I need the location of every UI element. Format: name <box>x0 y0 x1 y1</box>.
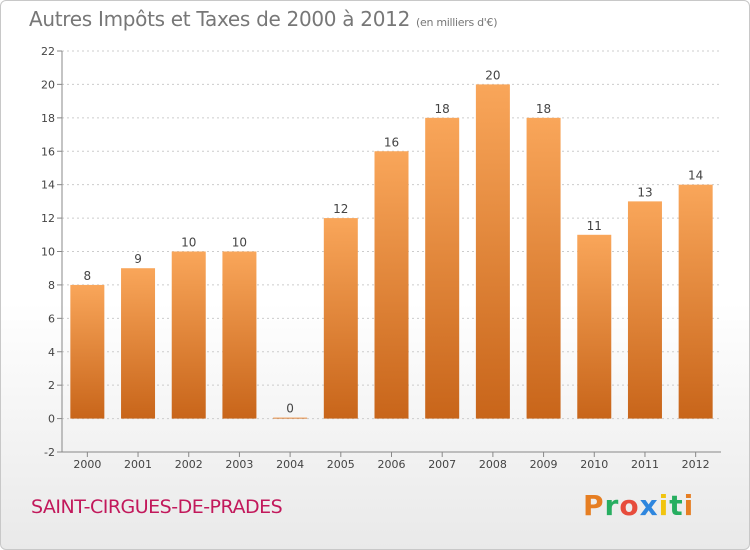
data-label-2008: 20 <box>485 68 500 82</box>
x-tick-label-2009: 2009 <box>530 458 558 471</box>
y-tick-label: 22 <box>41 45 55 58</box>
data-label-2009: 18 <box>536 102 551 116</box>
logo-letter: i <box>683 489 695 522</box>
y-tick-label: -2 <box>44 446 55 459</box>
data-label-2006: 16 <box>384 135 399 149</box>
labels: -2 0 2 4 6 8 10 12 14 16 18 20 22 8 2000 9 2001 10 2002 10 2… <box>41 45 710 471</box>
x-tick-label-2000: 2000 <box>73 458 101 471</box>
bar-2005 <box>323 218 358 419</box>
logo-letter: x <box>639 489 659 522</box>
chart-title: Autres Impôts et Taxes de 2000 à 2012 (en… <box>29 7 497 31</box>
bar-2008 <box>475 84 510 419</box>
chart-title-text: Autres Impôts et Taxes de 2000 à 2012 <box>29 7 410 31</box>
y-tick-label: 16 <box>41 145 55 158</box>
data-label-2005: 12 <box>333 202 348 216</box>
logo-letter: i <box>658 489 670 522</box>
y-tick-label: 4 <box>48 346 55 359</box>
y-tick-label: 6 <box>48 312 55 325</box>
bar-2004 <box>273 417 308 419</box>
y-tick-label: 20 <box>41 78 55 91</box>
y-tick-label: 8 <box>48 279 55 292</box>
commune-name: SAINT-CIRGUES-DE-PRADES <box>31 496 283 518</box>
data-label-2004: 0 <box>286 402 294 416</box>
y-tick-label: 12 <box>41 212 55 225</box>
bar-2011 <box>627 201 662 419</box>
x-tick-label-2003: 2003 <box>225 458 253 471</box>
logo-letter: r <box>604 489 620 522</box>
x-tick-label-2001: 2001 <box>124 458 152 471</box>
bar-2012 <box>678 184 713 419</box>
bar-2009 <box>526 117 561 419</box>
bar-2007 <box>425 117 460 419</box>
x-tick-label-2004: 2004 <box>276 458 304 471</box>
bar-2001 <box>121 268 156 419</box>
data-label-2007: 18 <box>435 102 450 116</box>
data-label-2000: 8 <box>84 269 92 283</box>
bar-2003 <box>222 251 257 419</box>
data-label-2001: 9 <box>134 252 142 266</box>
data-label-2012: 14 <box>688 169 703 183</box>
bar-2006 <box>374 151 409 419</box>
data-label-2002: 10 <box>181 236 196 250</box>
y-tick-label: 2 <box>48 379 55 392</box>
x-tick-label-2010: 2010 <box>580 458 608 471</box>
axes <box>57 50 721 457</box>
y-tick-label: 0 <box>48 413 55 426</box>
bar-2010 <box>577 234 612 419</box>
data-label-2003: 10 <box>232 236 247 250</box>
x-tick-label-2011: 2011 <box>631 458 659 471</box>
logo-letter: o <box>619 489 640 522</box>
y-tick-label: 14 <box>41 179 55 192</box>
chart-unit: (en milliers d'€) <box>416 16 498 29</box>
data-label-2011: 13 <box>637 185 652 199</box>
proxiti-logo: Proxiti <box>583 489 694 522</box>
logo-letter: P <box>583 489 605 522</box>
y-tick-label: 18 <box>41 112 55 125</box>
data-label-2010: 11 <box>587 219 602 233</box>
x-tick-label-2012: 2012 <box>682 458 710 471</box>
x-tick-label-2007: 2007 <box>428 458 456 471</box>
x-tick-label-2005: 2005 <box>327 458 355 471</box>
x-tick-label-2006: 2006 <box>378 458 406 471</box>
y-tick-label: 10 <box>41 246 55 259</box>
bars <box>70 84 713 419</box>
logo-letter: t <box>669 489 684 522</box>
x-tick-label-2002: 2002 <box>175 458 203 471</box>
bar-2002 <box>171 251 206 419</box>
bar-2000 <box>70 284 105 419</box>
x-tick-label-2008: 2008 <box>479 458 507 471</box>
